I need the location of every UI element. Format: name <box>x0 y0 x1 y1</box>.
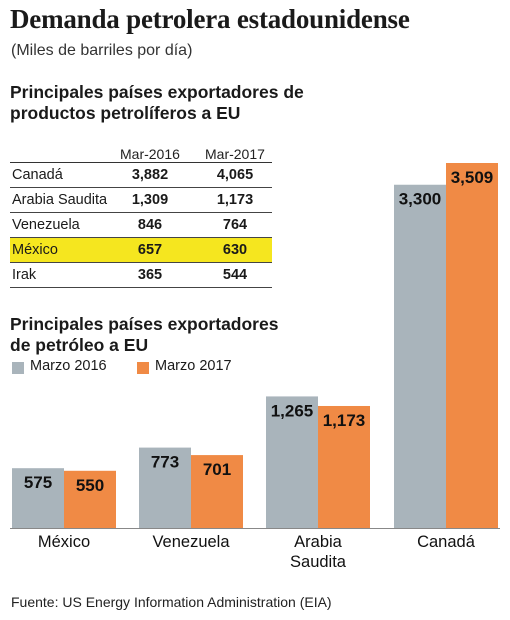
bar-value-label: 550 <box>76 476 104 495</box>
bar-value-label: 3,509 <box>451 168 494 187</box>
table-row: Irak 365 544 <box>10 263 272 288</box>
table-title: Principales países exportadores de produ… <box>10 82 340 124</box>
row-country: Irak <box>12 267 37 283</box>
category-label: Saudita <box>290 553 347 571</box>
category-label: Arabia <box>294 533 343 551</box>
bar-value-label: 1,173 <box>323 411 366 430</box>
bar-canada-marzo-2016 <box>394 184 446 528</box>
header-mar-2016: Mar-2016 <box>120 146 180 162</box>
source-note: Fuente: US Energy Information Administra… <box>11 594 332 610</box>
legend-label-2017: Marzo 2017 <box>155 358 232 374</box>
page-title: Demanda petrolera estadounidense <box>10 4 410 34</box>
row-value-2016: 365 <box>137 267 163 283</box>
row-value-2016: 1,309 <box>131 192 169 208</box>
row-country: Arabia Saudita <box>12 192 108 208</box>
chart-title-line-1: Principales países exportadores <box>10 314 279 334</box>
category-label: Venezuela <box>152 533 230 551</box>
legend-label-2016: Marzo 2016 <box>30 358 107 374</box>
row-value-2017: 544 <box>222 267 248 283</box>
bar-value-label: 575 <box>24 473 52 492</box>
bar-value-label: 3,300 <box>399 190 442 209</box>
table-row-highlighted: México 657 630 <box>10 238 272 263</box>
legend-swatch-2017 <box>137 362 149 374</box>
exporters-table: Mar-2016 Mar-2017 Canadá 3,882 4,065 Ara… <box>10 146 272 288</box>
row-country: México <box>12 242 58 258</box>
bar-canada-marzo-2017 <box>446 163 498 528</box>
table-row: Venezuela 846 764 <box>10 213 272 238</box>
bar-value-label: 701 <box>203 460 231 479</box>
row-value-2017: 4,065 <box>216 167 254 183</box>
row-value-2017: 630 <box>222 242 248 258</box>
row-value-2017: 1,173 <box>216 192 254 208</box>
category-label: México <box>38 533 90 551</box>
header-mar-2017: Mar-2017 <box>205 146 265 162</box>
bar-value-label: 773 <box>151 453 179 472</box>
row-country: Canadá <box>12 167 63 183</box>
bar-mexico-marzo-2017 <box>64 470 116 528</box>
bar-value-label: 1,265 <box>271 401 314 420</box>
table-title-line-2: productos petrolíferos a EU <box>10 103 241 123</box>
category-label: Canadá <box>417 533 476 551</box>
bar-arabia-saudita-marzo-2017 <box>318 405 370 528</box>
row-value-2016: 3,882 <box>131 167 169 183</box>
table-row: Canadá 3,882 4,065 <box>10 163 272 188</box>
row-country: Venezuela <box>12 217 80 233</box>
row-value-2016: 657 <box>137 242 163 258</box>
table-header: Mar-2016 Mar-2017 <box>10 146 272 162</box>
table-row: Arabia Saudita 1,309 1,173 <box>10 188 272 213</box>
bar-venezuela-marzo-2017 <box>191 455 243 528</box>
header-divider <box>10 162 272 163</box>
bar-arabia-saudita-marzo-2016 <box>266 396 318 528</box>
row-value-2017: 764 <box>222 217 248 233</box>
chart-title: Principales países exportadores de petró… <box>10 314 310 356</box>
legend-swatch-2016 <box>12 362 24 374</box>
chart-title-line-2: de petróleo a EU <box>10 335 149 355</box>
bar-mexico-marzo-2016 <box>12 468 64 528</box>
row-value-2016: 846 <box>137 217 163 233</box>
table-title-line-1: Principales países exportadores de <box>10 82 304 102</box>
bar-venezuela-marzo-2016 <box>139 447 191 528</box>
units-subtitle: (Miles de barriles por día) <box>11 42 193 59</box>
